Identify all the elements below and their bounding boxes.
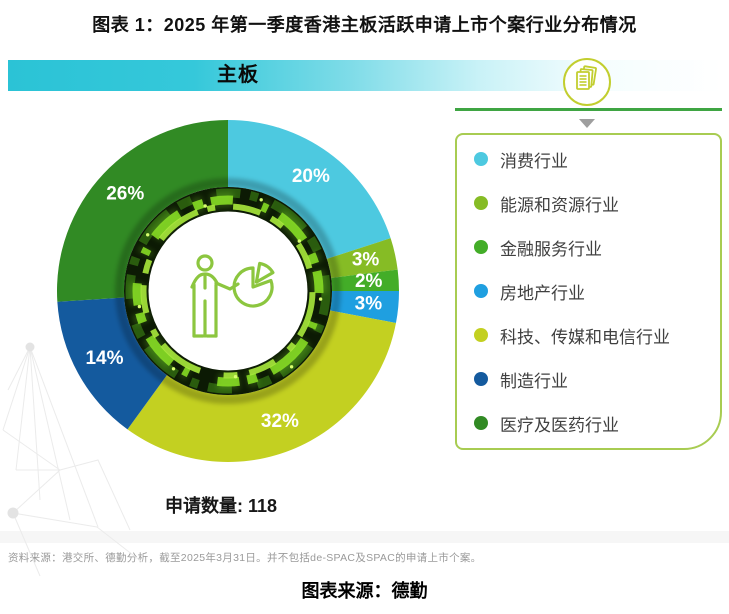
legend-bullet-icon [474, 328, 488, 342]
circuit-ring [124, 187, 332, 395]
donut-chart: 20% 3%2%3% 32% 14% 26% [57, 120, 399, 462]
legend-label: 消费行业 [500, 151, 568, 171]
footer-band [0, 531, 729, 543]
donut-segment [57, 120, 228, 302]
legend-items: 消费行业能源和资源行业 金融服务行业 房地产行业科技、传媒和电信行业 制造行业医疗及医… [474, 137, 720, 445]
donut-chart-wrap: 20% 3% 2% 3% 32% 14% 26% [57, 120, 399, 462]
presenter-pie-icon [190, 254, 275, 338]
legend-label: 科技、传媒和电信行业 [500, 327, 670, 347]
legend-item: 房地产行业 [474, 269, 720, 313]
legend-bullet-icon [474, 152, 488, 166]
legend-label: 医疗及医药行业 [500, 415, 619, 435]
page-title: 图表 1：2025 年第一季度香港主板活跃申请上市个案行业分布情况 [92, 15, 637, 35]
industry-legend: 消费行业能源和资源行业 金融服务行业 房地产行业科技、传媒和电信行业 制造行业医疗及医… [455, 133, 722, 450]
donut-segment [326, 238, 398, 278]
legend-item: 消费行业 [474, 137, 720, 181]
donut-segment [127, 310, 396, 462]
donut-slice-labels: 20% 3%2%3% 32% 14% 26% [85, 166, 382, 432]
legend-item: 科技、传媒和电信行业 [474, 313, 720, 357]
slice-percentage-label: 26% [106, 183, 144, 204]
documents-badge [563, 58, 611, 106]
chart-source-caption: 图表来源：德勤 [301, 581, 428, 601]
legend-item: 医疗及医药行业 [474, 401, 720, 445]
donut-segment [57, 297, 167, 430]
documents-icon [576, 65, 597, 90]
inner-vignette [115, 178, 341, 404]
application-count: 申请数量: 118 [165, 496, 278, 516]
legend-bullet-icon [474, 416, 488, 430]
donut-segment [331, 269, 399, 291]
legend-label: 能源和资源行业 [500, 195, 619, 215]
slice-percentage-label: 32% [261, 411, 299, 432]
donut-slices [57, 120, 399, 462]
banner-label: 主板 [217, 64, 259, 86]
legend-separator-line [455, 108, 722, 111]
source-note: 资料来源：港交所、德勤分析，截至2025年3月31日。并不包括de-SPAC及S… [8, 552, 482, 564]
legend-label: 房地产行业 [500, 283, 585, 303]
legend-label: 金融服务行业 [500, 239, 602, 259]
legend-item: 制造行业 [474, 357, 720, 401]
slice-percentage-label: 14% [85, 348, 123, 369]
legend-item: 能源和资源行业 [474, 181, 720, 225]
board-banner: 主板 [8, 60, 722, 91]
circuit-dots [137, 198, 323, 379]
slice-percentage-label: 20% [292, 166, 330, 187]
donut-segment [228, 120, 391, 259]
slice-percentage-label: 3% [352, 249, 380, 270]
legend-label: 制造行业 [500, 371, 568, 391]
legend-bullet-icon [474, 240, 488, 254]
chevron-down-icon [579, 119, 595, 128]
legend-bullet-icon [474, 284, 488, 298]
legend-item: 金融服务行业 [474, 225, 720, 269]
legend-bullet-icon [474, 372, 488, 386]
donut-segment [330, 291, 399, 324]
slice-percentage-label: 3% [355, 293, 383, 314]
slice-percentage-label: 2% [355, 271, 383, 292]
legend-bullet-icon [474, 196, 488, 210]
